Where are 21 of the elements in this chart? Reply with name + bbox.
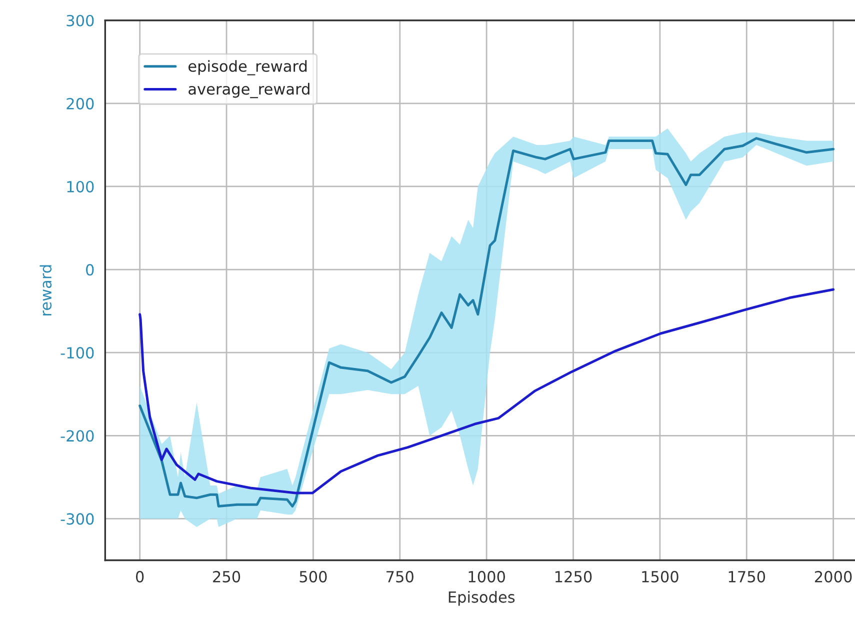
x-tick-label: 250 <box>213 570 240 582</box>
y-tick-label: -200 <box>60 430 94 442</box>
x-tick-label: 2000 <box>814 570 852 582</box>
line-series <box>138 288 835 494</box>
x-tick-label: 500 <box>300 570 327 582</box>
legend-label: episode_reward <box>188 60 307 76</box>
y-tick-label: 300 <box>66 14 94 26</box>
x-tick-label: 1500 <box>642 570 678 582</box>
x-tick-label: 0 <box>136 570 144 582</box>
x-tick-label: 1750 <box>728 570 766 582</box>
legend-label: average_reward <box>188 82 310 98</box>
y-tick-label: 0 <box>86 264 94 276</box>
y-axis-title: reward <box>40 265 52 316</box>
y-tick-label: -300 <box>60 513 94 525</box>
x-tick-label: 1250 <box>555 570 592 582</box>
x-tick-label: 750 <box>386 570 414 582</box>
y-tick-label: 200 <box>66 98 94 110</box>
x-axis-title: Episodes <box>448 590 515 606</box>
x-tick-label: 1000 <box>468 570 505 582</box>
y-tick-label: 100 <box>67 180 94 192</box>
y-tick-label: -100 <box>60 347 94 359</box>
